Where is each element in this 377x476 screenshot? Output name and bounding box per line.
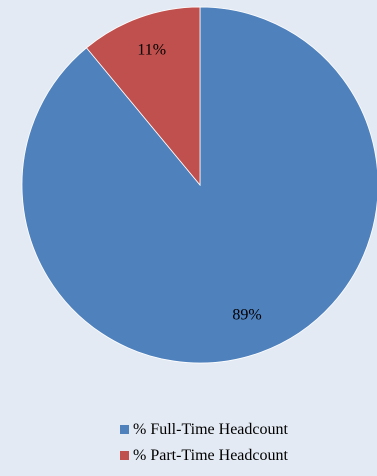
legend-swatch-full-time: [120, 425, 129, 434]
legend-label-full-time: % Full-Time Headcount: [133, 420, 288, 438]
legend: % Full-Time Headcount % Part-Time Headco…: [120, 420, 288, 472]
pie-slice-part-time: [85, 6, 201, 187]
legend-swatch-part-time: [120, 451, 129, 460]
legend-label-part-time: % Part-Time Headcount: [133, 446, 288, 464]
data-label-full-time: 89%: [232, 306, 261, 323]
legend-item-part-time: % Part-Time Headcount: [120, 446, 288, 465]
data-label-part-time: 11%: [137, 42, 166, 59]
legend-item-full-time: % Full-Time Headcount: [120, 420, 288, 439]
pie-slices: [21, 6, 377, 364]
pie-labels: 89% 11%: [137, 42, 261, 324]
